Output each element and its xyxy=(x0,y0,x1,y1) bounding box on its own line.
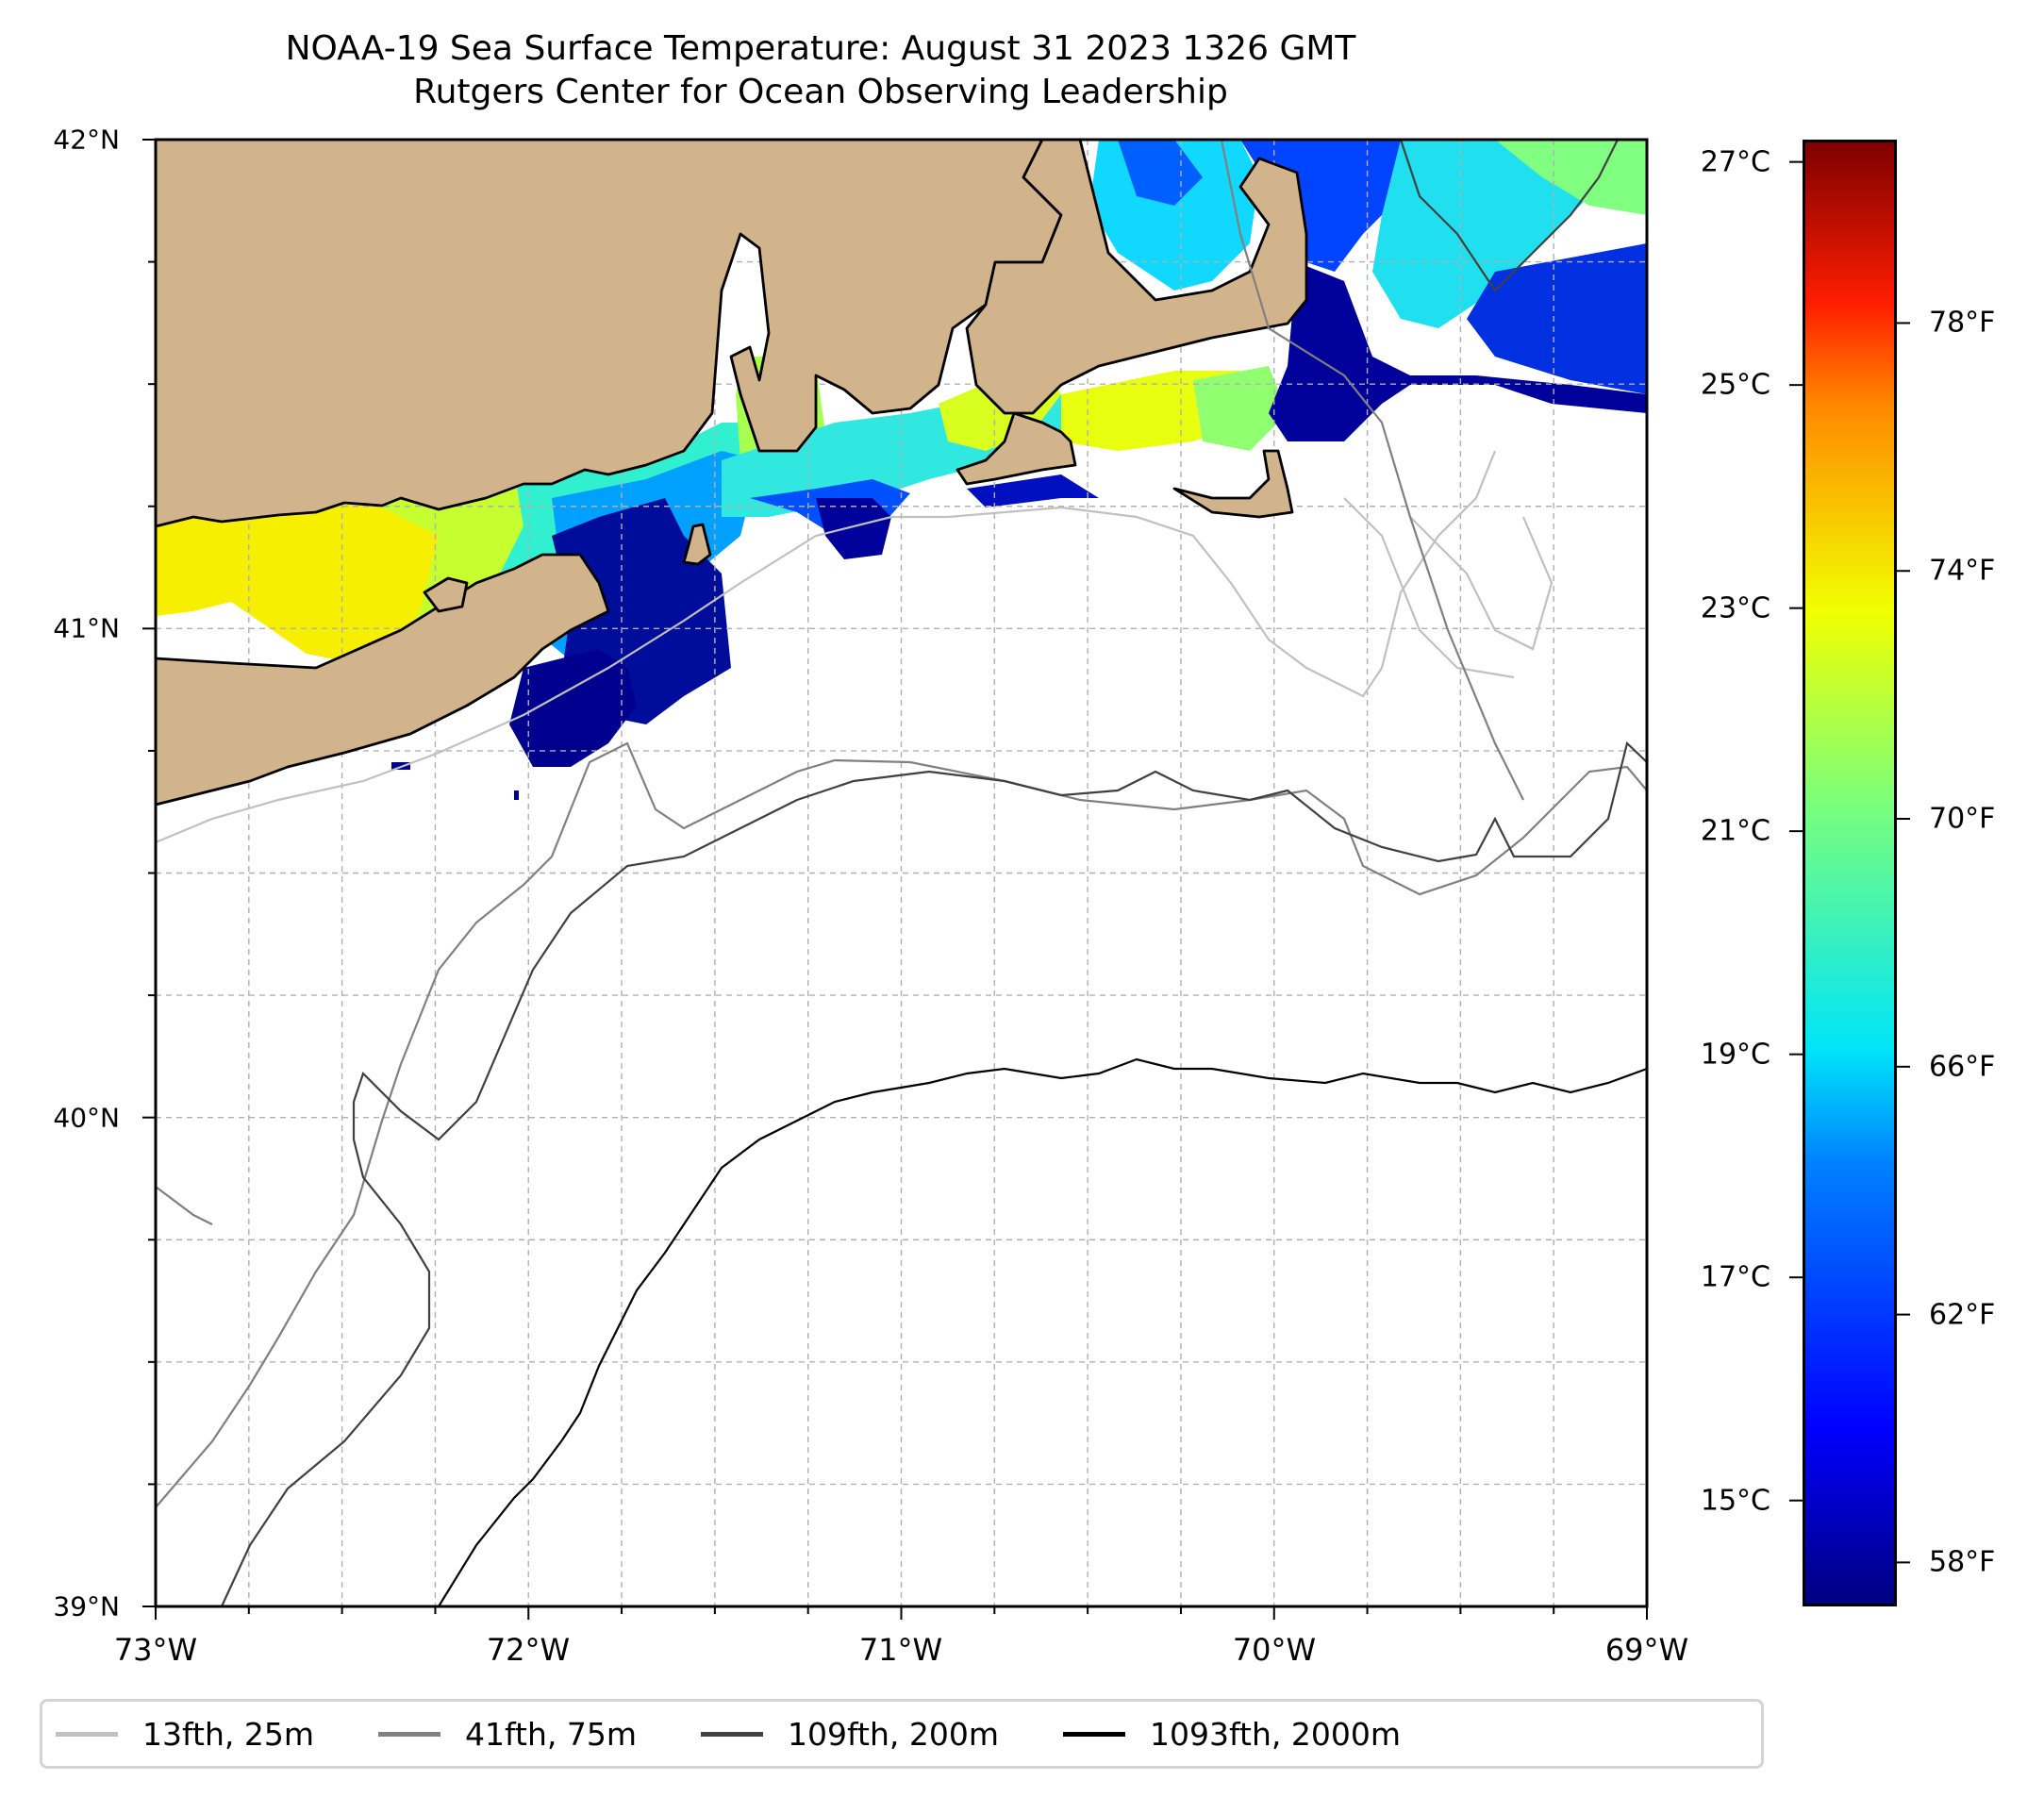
colorbar-label-celsius: 15°C xyxy=(1700,1484,1770,1518)
colorbar-label-celsius: 23°C xyxy=(1700,591,1770,625)
colorbar-label-celsius: 19°C xyxy=(1700,1038,1770,1072)
legend-swatch-25m xyxy=(56,1731,118,1737)
sst-patch-east-cape-darkblue xyxy=(1269,262,1647,441)
contour-legend: 13fth, 25m 41fth, 75m 109fth, 200m 1093f… xyxy=(40,1699,1764,1769)
lat-label-42: 42°N xyxy=(53,124,120,156)
sst-patch-mv-south-blue xyxy=(967,474,1099,507)
colorbar-label-fahrenheit: 74°F xyxy=(1929,554,1996,588)
sst-patch-nantucket-sound-green xyxy=(1193,366,1288,451)
contour-200m xyxy=(221,140,1647,1606)
land-cape-cod xyxy=(965,140,1308,415)
colorbar-label-fahrenheit: 62°F xyxy=(1929,1298,1996,1332)
legend-label: 1093fth, 2000m xyxy=(1150,1715,1401,1753)
lat-label-39: 39°N xyxy=(53,1590,120,1622)
legend-label: 13fth, 25m xyxy=(142,1715,314,1753)
land-block-island xyxy=(682,523,712,566)
sst-patch-gulf-maine-cyan xyxy=(1372,140,1589,328)
colorbar-label-fahrenheit: 78°F xyxy=(1929,306,1996,340)
legend-item-25m: 13fth, 25m xyxy=(56,1716,365,1753)
land-connecticut-ri xyxy=(156,140,1063,528)
colorbar-label-celsius: 25°C xyxy=(1700,368,1770,402)
chart-title: NOAA-19 Sea Surface Temperature: August … xyxy=(285,29,1356,68)
sst-patch-blockisland-darkblue xyxy=(816,498,891,559)
colorbar xyxy=(1803,140,1897,1606)
land-marthas-vineyard xyxy=(956,411,1077,486)
legend-item-2000m: 1093fth, 2000m xyxy=(1063,1716,1452,1753)
land-layer xyxy=(156,140,1308,807)
legend-swatch-75m xyxy=(378,1731,440,1737)
lat-label-40: 40°N xyxy=(53,1102,120,1134)
legend-swatch-200m xyxy=(701,1731,763,1737)
colorbar-label-celsius: 17°C xyxy=(1700,1260,1770,1294)
legend-item-75m: 41fth, 75m xyxy=(378,1716,688,1753)
legend-label: 109fth, 200m xyxy=(788,1715,999,1753)
sst-map xyxy=(154,138,1649,1608)
sst-patch-ne-blue xyxy=(1467,243,1647,394)
contour-2000m xyxy=(438,1057,1647,1606)
lon-label-72w: 72°W xyxy=(486,1632,571,1668)
lon-label-73w: 73°W xyxy=(113,1632,198,1668)
lon-label-70w: 70°W xyxy=(1232,1632,1317,1668)
lat-label-41: 41°N xyxy=(53,612,120,644)
colorbar-label-fahrenheit: 58°F xyxy=(1929,1545,1996,1579)
colorbar-label-celsius: 27°C xyxy=(1700,145,1770,179)
legend-label: 41fth, 75m xyxy=(465,1715,637,1753)
land-shelter-island xyxy=(423,576,469,613)
colorbar-label-celsius: 21°C xyxy=(1700,814,1770,848)
contour-75m xyxy=(156,140,1647,1508)
colorbar-label-fahrenheit: 70°F xyxy=(1929,802,1996,836)
sst-patch-western-lis xyxy=(156,474,467,663)
sst-patch-montauk-darkblue xyxy=(509,649,637,767)
sst-patch-capecod-bay-blue xyxy=(1118,140,1203,206)
legend-swatch-2000m xyxy=(1063,1731,1125,1737)
contour-25m xyxy=(156,450,1554,844)
chart-subtitle: Rutgers Center for Ocean Observing Leade… xyxy=(413,73,1228,111)
lon-label-71w: 71°W xyxy=(858,1632,943,1668)
lon-label-69w: 69°W xyxy=(1604,1632,1689,1668)
legend-item-200m: 109fth, 200m xyxy=(701,1716,1050,1753)
land-nantucket xyxy=(1172,449,1294,519)
colorbar-label-fahrenheit: 66°F xyxy=(1929,1050,1996,1084)
